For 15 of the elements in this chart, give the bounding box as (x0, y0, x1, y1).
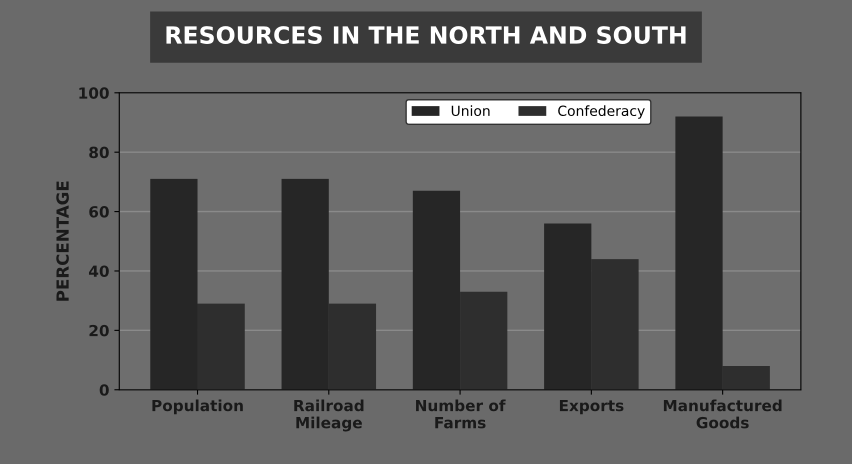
x-tick-label: Number of Farms (416, 399, 506, 428)
y-tick-label: 0 (100, 384, 109, 396)
y-tick-label: 100 (79, 87, 109, 99)
y-axis-title: PERCENTAGE (56, 181, 69, 301)
y-tick-label: 40 (88, 265, 109, 277)
x-tick-label: Population (152, 399, 243, 414)
chart-title: RESOURCES IN THE NORTH AND SOUTH (166, 26, 686, 44)
y-tick-label: 20 (90, 324, 109, 336)
x-tick-label: Exports (560, 400, 624, 414)
x-tick-label: Railroad Mileage (294, 399, 364, 432)
y-tick-label: 80 (89, 146, 109, 158)
x-tick-label: Manufactured Goods (664, 399, 782, 428)
legend-label: Confederacy (558, 105, 645, 119)
y-tick-label: 60 (89, 206, 109, 218)
legend-label: Union (452, 105, 490, 116)
